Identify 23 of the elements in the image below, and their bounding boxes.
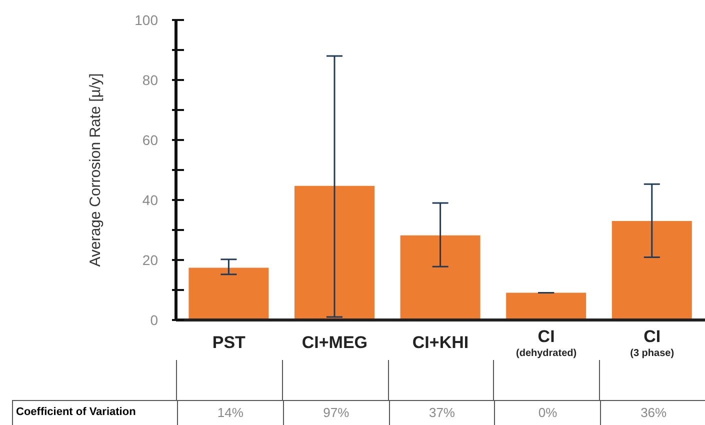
text: 97% [282, 401, 389, 425]
x-tick-label: CI (3 phase) [630, 327, 674, 359]
y-axis-title: Average Corrosion Rate [µ/y] [87, 73, 104, 267]
text: 14% [177, 401, 283, 425]
y-tick-label: 80 [142, 72, 158, 88]
x-tick-label: CI+KHI [412, 333, 469, 352]
y-tick-label: 40 [142, 192, 158, 208]
bar [612, 221, 692, 320]
x-tick-label: CI+MEG [302, 333, 368, 352]
text: 36% [600, 401, 705, 425]
bar [294, 186, 374, 320]
bar [400, 235, 480, 320]
x-tick-label: CI (dehydrated) [516, 327, 577, 359]
text: Coefficient of Variation [15, 405, 137, 420]
x-tick-label: PST [212, 333, 246, 352]
bar [188, 268, 269, 320]
y-tick-label: 20 [142, 252, 158, 268]
y-tick-label: 0 [150, 312, 158, 328]
text: 0% [494, 401, 600, 425]
bar [506, 292, 586, 320]
y-tick-label: 60 [142, 132, 158, 148]
y-tick-label: 100 [134, 12, 158, 28]
text: 37% [388, 401, 494, 425]
